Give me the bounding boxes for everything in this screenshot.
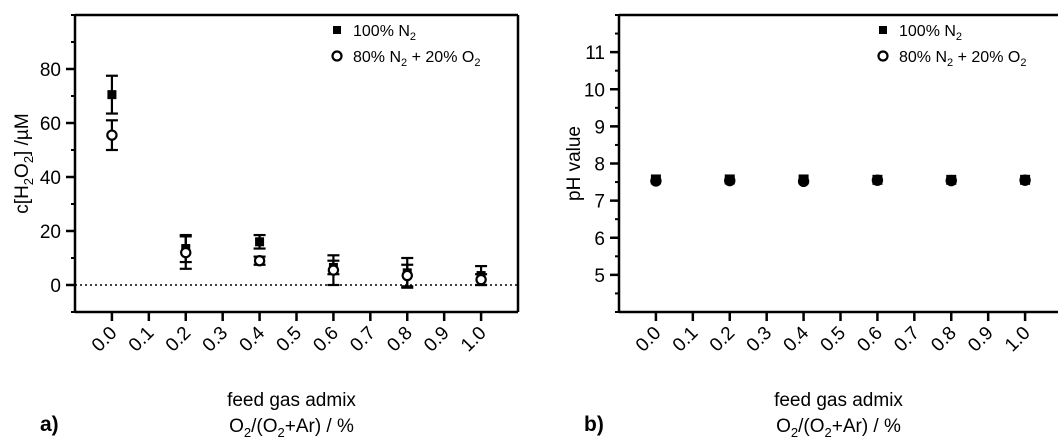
legend-marker-square xyxy=(333,26,341,34)
data-point-circle xyxy=(797,175,810,188)
y-tick-label: 11 xyxy=(585,43,605,64)
x-tick-label: 0.8 xyxy=(927,323,961,357)
y-tick-label: 40 xyxy=(40,168,61,189)
data-point-square xyxy=(255,237,265,247)
y-tick-label: 5 xyxy=(594,266,605,287)
panel-label: a) xyxy=(40,413,59,436)
x-tick-label: 1.0 xyxy=(1001,323,1035,357)
x-tick-label: 0.8 xyxy=(383,323,417,357)
y-tick-label: 8 xyxy=(594,155,605,176)
data-point-circle xyxy=(475,273,487,286)
y-tick-label: 60 xyxy=(40,114,61,135)
y-axis-title: pH value xyxy=(564,126,585,201)
x-tick-label: 1.0 xyxy=(457,323,491,357)
y-tick-label: 7 xyxy=(594,192,605,213)
legend-marker-circle xyxy=(331,50,343,62)
panel-label: b) xyxy=(584,413,604,436)
data-point-circle xyxy=(180,246,192,259)
x-tick-label: 0.7 xyxy=(346,323,380,357)
data-point-circle xyxy=(106,129,118,141)
data-point-circle xyxy=(724,174,736,187)
x-tick-label: 0.1 xyxy=(125,323,159,357)
legend-entry: 100% N2​ xyxy=(353,23,416,43)
x-tick-label: 0.5 xyxy=(817,323,851,357)
x-tick-label: 0.9 xyxy=(964,323,998,357)
x-tick-label: 0.4 xyxy=(780,322,814,356)
x-tick-label: 0.2 xyxy=(162,323,196,357)
x-tick-label: 0.4 xyxy=(236,322,270,356)
legend-entry: 80% N2​ + 20% O2​ xyxy=(353,49,480,69)
x-tick-label: 0.3 xyxy=(199,323,233,357)
y-tick-label: 6 xyxy=(594,229,605,250)
data-point-circle xyxy=(945,174,957,187)
data-point-circle xyxy=(650,175,662,187)
x-tick-label: 0.6 xyxy=(309,323,343,357)
x-tick-label: 0.0 xyxy=(88,323,122,357)
x-tick-label: 0.9 xyxy=(420,323,454,357)
y-tick-label: 9 xyxy=(594,117,605,138)
y-tick-label: 10 xyxy=(584,80,605,101)
y-tick-label: 20 xyxy=(40,222,61,243)
x-tick-label: 0.1 xyxy=(669,323,703,357)
x-tick-label: 0.5 xyxy=(273,323,307,357)
x-tick-label: 0.6 xyxy=(853,323,887,357)
data-point-square xyxy=(107,90,117,100)
data-point-circle xyxy=(401,269,413,282)
data-point-circle xyxy=(253,255,266,267)
x-tick-label: 0.3 xyxy=(743,323,777,357)
x-tick-label: 0.2 xyxy=(706,323,740,357)
data-point-circle xyxy=(327,264,340,276)
x-axis-title-line1: feed gas admix xyxy=(774,390,903,411)
y-tick-label: 80 xyxy=(40,60,61,81)
x-axis-title-line1: feed gas admix xyxy=(227,390,356,411)
y-axis-title: c[H2​O2​] /µM xyxy=(12,113,36,213)
legend-marker-square xyxy=(879,26,887,34)
legend-entry: 80% N2​ + 20% O2​ xyxy=(899,49,1026,69)
data-point-circle xyxy=(871,174,884,186)
x-axis-title-line2: O2​/(O2​+Ar) / % xyxy=(229,416,354,439)
y-tick-label: 0 xyxy=(50,276,61,297)
x-tick-label: 0.7 xyxy=(890,323,924,357)
x-axis-title-line2: O2​/(O2​+Ar) / % xyxy=(776,416,901,439)
x-tick-label: 0.0 xyxy=(632,323,666,357)
legend-entry: 100% N2​ xyxy=(899,23,962,43)
data-point-circle xyxy=(1019,174,1031,186)
legend-marker-circle xyxy=(877,50,889,62)
